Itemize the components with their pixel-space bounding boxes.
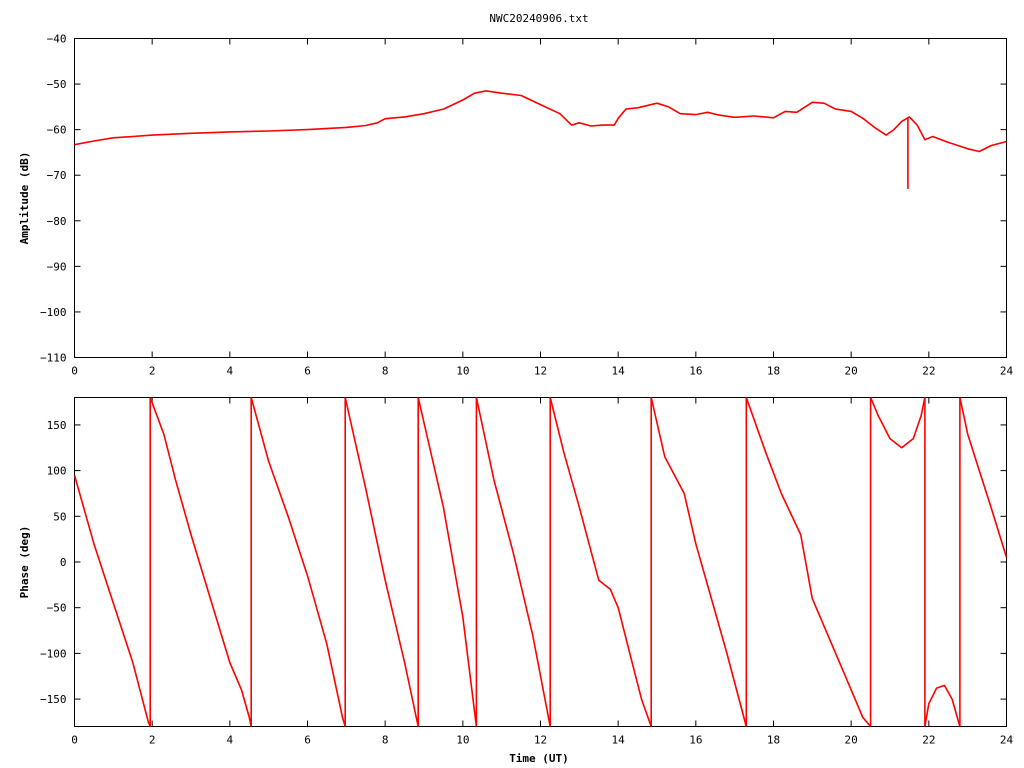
phase-x-tick-label: 16 (689, 734, 702, 747)
amplitude-x-tick-label: 12 (534, 365, 547, 378)
amplitude-x-tick-label: 10 (456, 365, 469, 378)
phase-x-tick-label: 6 (304, 734, 311, 747)
phase-x-tick-label: 18 (767, 734, 780, 747)
phase-x-tick-label: 24 (1000, 734, 1014, 747)
phase-x-tick-label: 14 (612, 734, 626, 747)
phase-x-ticks: 0 2 4 6 8 10 12 14 16 18 20 22 24 (71, 397, 1014, 747)
phase-series-line-22 (959, 397, 1008, 558)
amplitude-y-tick-label: −110 (40, 352, 67, 365)
phase-series-line-12 (549, 397, 652, 727)
amplitude-x-tick-label: 2 (149, 365, 156, 378)
phase-y-axis-label: Phase (deg) (18, 526, 31, 599)
phase-x-tick-label: 10 (456, 734, 469, 747)
amplitude-x-tick-label: 8 (382, 365, 389, 378)
phase-y-tick-label: −50 (47, 602, 67, 615)
amplitude-x-tick-label: 4 (227, 365, 234, 378)
amplitude-y-axis-label: Amplitude (dB) (18, 152, 31, 245)
phase-y-tick-label: 100 (47, 465, 67, 478)
phase-series (73, 397, 1008, 728)
amplitude-x-tick-label: 14 (612, 365, 626, 378)
phase-x-tick-label: 12 (534, 734, 547, 747)
amplitude-x-tick-label: 16 (689, 365, 702, 378)
phase-series-line-20 (924, 684, 961, 727)
phase-series-line-0 (73, 474, 151, 727)
amplitude-x-ticks: 0 2 4 6 8 10 12 14 16 18 20 22 24 (71, 38, 1014, 378)
phase-x-axis-label: Time (UT) (509, 752, 569, 765)
phase-series-line-14 (650, 397, 748, 727)
amplitude-series (74, 90, 1007, 189)
amplitude-y-tick-label: −80 (47, 215, 67, 228)
phase-y-tick-label: 0 (60, 556, 67, 569)
amplitude-series-line-0 (74, 90, 1007, 153)
phase-series-line-8 (417, 397, 478, 727)
phase-series-line-6 (344, 397, 419, 727)
phase-y-ticks: 150 100 50 0 −50 −100 −150 (40, 419, 1007, 706)
phase-series-line-18 (869, 397, 926, 449)
phase-y-tick-label: 150 (47, 419, 67, 432)
phase-series-line-4 (250, 397, 346, 727)
amplitude-y-tick-label: −50 (47, 78, 67, 91)
chart-title: NWC20240906.txt (489, 12, 588, 25)
phase-x-tick-label: 0 (71, 734, 78, 747)
phase-x-tick-label: 4 (227, 734, 234, 747)
phase-x-tick-label: 8 (382, 734, 389, 747)
amplitude-y-tick-label: −70 (47, 169, 67, 182)
amplitude-x-tick-label: 0 (71, 365, 78, 378)
phase-y-tick-label: −150 (40, 693, 67, 706)
amplitude-y-tick-label: −100 (40, 306, 67, 319)
phase-series-line-10 (475, 397, 551, 727)
amplitude-x-tick-label: 22 (922, 365, 935, 378)
amplitude-x-tick-label: 18 (767, 365, 780, 378)
phase-series-line-16 (745, 397, 872, 728)
amplitude-y-tick-label: −60 (47, 124, 67, 137)
phase-series-line-2 (149, 397, 252, 727)
phase-x-tick-label: 20 (845, 734, 858, 747)
amplitude-plot-frame (74, 38, 1007, 358)
phase-y-tick-label: −100 (40, 647, 67, 660)
amplitude-y-tick-label: −90 (47, 260, 67, 273)
phase-x-tick-label: 22 (922, 734, 935, 747)
amplitude-y-tick-label: −40 (47, 33, 67, 46)
amplitude-x-tick-label: 6 (304, 365, 311, 378)
phase-x-tick-label: 2 (149, 734, 156, 747)
phase-panel: 0 2 4 6 8 10 12 14 16 18 20 22 24 150100500−50−100−1… (18, 397, 1014, 765)
phase-y-tick-label: 50 (53, 510, 66, 523)
amplitude-y-ticks: −40 −50 −60 −70 −80 −90 −100 −110 (40, 33, 1007, 365)
amplitude-x-tick-label: 24 (1000, 365, 1014, 378)
amplitude-x-tick-label: 20 (845, 365, 858, 378)
amplitude-panel: 0 2 4 6 8 10 12 14 16 18 20 22 24 −40−50−60−70−80−90… (18, 33, 1013, 378)
